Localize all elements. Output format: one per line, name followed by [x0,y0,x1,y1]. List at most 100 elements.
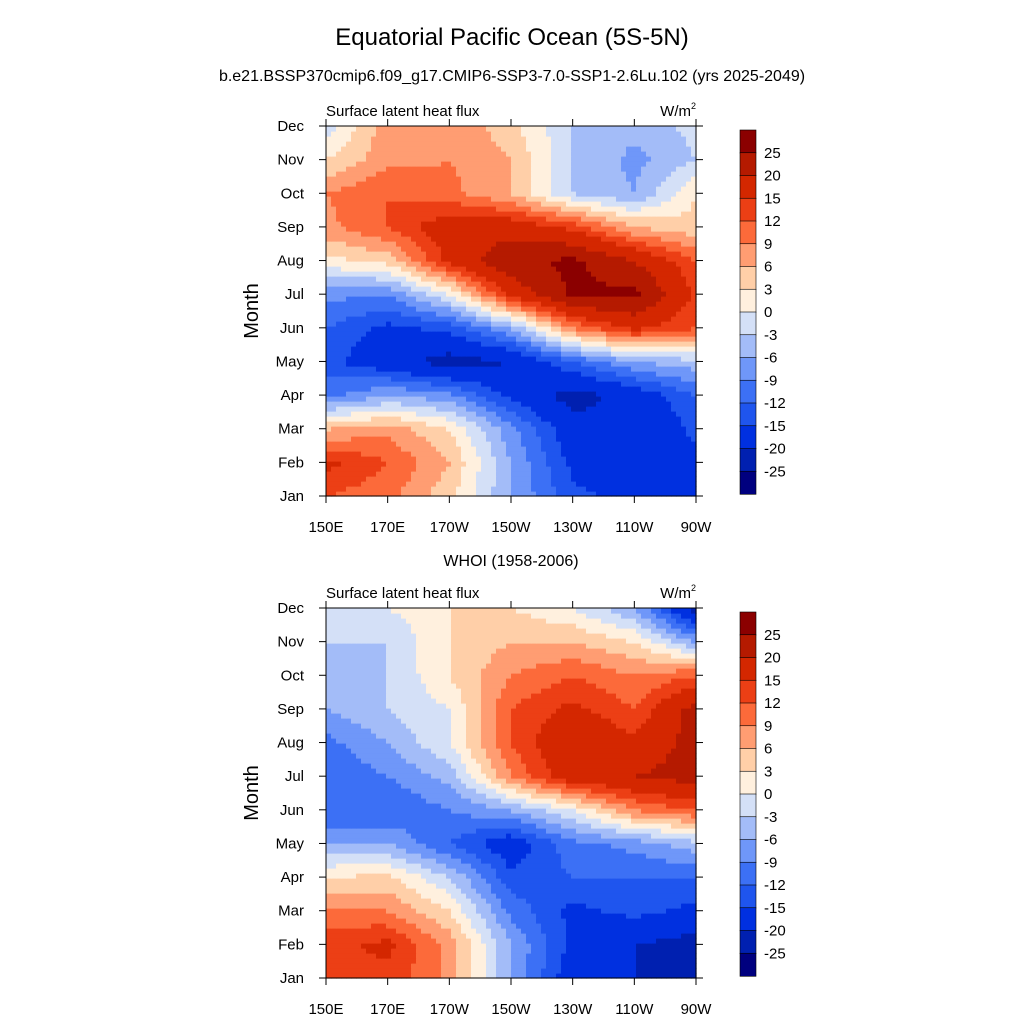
heatmap-cell [596,441,602,447]
heatmap-cell [406,401,412,407]
heatmap-cell [631,281,637,287]
heatmap-cell [471,206,477,212]
heatmap-cell [681,171,687,177]
heatmap-cell [331,346,337,352]
heatmap-cell [661,361,667,367]
heatmap-cell [651,356,657,362]
heatmap-cell [386,306,392,312]
heatmap-cell [561,266,567,272]
heatmap-cell [496,371,502,377]
heatmap-cell [491,386,497,392]
heatmap-cell [501,216,507,222]
heatmap-cell [606,406,612,412]
heatmap-cell [446,426,452,432]
heatmap-cell [586,351,592,357]
heatmap-cell [656,301,662,307]
heatmap-cell [556,361,562,367]
heatmap-cell [416,206,422,212]
heatmap-cell [406,256,412,262]
heatmap-cell [451,431,457,437]
heatmap-cell [451,416,457,422]
heatmap-cell [541,336,547,342]
heatmap-cell [651,456,657,462]
heatmap-cell [621,491,627,497]
heatmap-cell [421,281,427,287]
heatmap-cell [461,196,467,202]
heatmap-cell [511,311,517,317]
heatmap-cell [606,246,612,252]
heatmap-cell [451,246,457,252]
heatmap-cell [656,236,662,242]
heatmap-cell [671,386,677,392]
heatmap-cell [641,356,647,362]
heatmap-cell [691,441,697,447]
heatmap-cell [381,321,387,327]
heatmap-cell [376,281,382,287]
heatmap-cell [351,161,357,167]
heatmap-cell [471,216,477,222]
heatmap-cell [606,261,612,267]
heatmap-cell [601,251,607,257]
heatmap-cell [526,176,532,182]
heatmap-cell [431,191,437,197]
heatmap-cell [636,416,642,422]
heatmap-cell [561,206,567,212]
heatmap-cell [656,426,662,432]
heatmap-cell [391,301,397,307]
heatmap-cell [391,476,397,482]
heatmap-cell [401,416,407,422]
heatmap-cell [406,156,412,162]
heatmap-cell [561,411,567,417]
heatmap-cell [576,236,582,242]
heatmap-cell [501,281,507,287]
heatmap-cell [516,216,522,222]
heatmap-cell [356,321,362,327]
heatmap-cell [586,396,592,402]
heatmap-cell [566,371,572,377]
heatmap-cell [526,366,532,372]
heatmap-cell [406,341,412,347]
heatmap-cell [471,466,477,472]
heatmap-cell [356,386,362,392]
heatmap-cell [576,291,582,297]
heatmap-cell [371,491,377,497]
heatmap-cell [481,451,487,457]
heatmap-cell [631,246,637,252]
heatmap-cell [571,356,577,362]
heatmap-cell [336,196,342,202]
heatmap-cell [591,356,597,362]
heatmap-cell [396,216,402,222]
heatmap-cell [656,276,662,282]
heatmap-cell [566,161,572,167]
heatmap-cell [541,181,547,187]
heatmap-cell [541,261,547,267]
heatmap-cell [621,306,627,312]
heatmap-cell [501,476,507,482]
heatmap-cell [456,341,462,347]
heatmap-cell [601,316,607,322]
heatmap-cell [416,386,422,392]
heatmap-cell [476,176,482,182]
heatmap-cell [671,186,677,192]
heatmap-cell [616,416,622,422]
heatmap-cell [416,351,422,357]
heatmap-cell [386,371,392,377]
heatmap-cell [676,241,682,247]
heatmap-cell [681,241,687,247]
heatmap-cell [436,206,442,212]
heatmap-cell [461,421,467,427]
heatmap-cell [681,286,687,292]
heatmap-cell [626,346,632,352]
heatmap-cell [641,376,647,382]
heatmap-cell [441,251,447,257]
heatmap-cell [501,196,507,202]
heatmap-cell [351,271,357,277]
heatmap-cell [666,161,672,167]
heatmap-cell [516,176,522,182]
heatmap-cell [511,331,517,337]
heatmap-cell [456,286,462,292]
heatmap-cell [606,391,612,397]
heatmap-cell [526,436,532,442]
heatmap-cell [651,361,657,367]
heatmap-cell [361,191,367,197]
